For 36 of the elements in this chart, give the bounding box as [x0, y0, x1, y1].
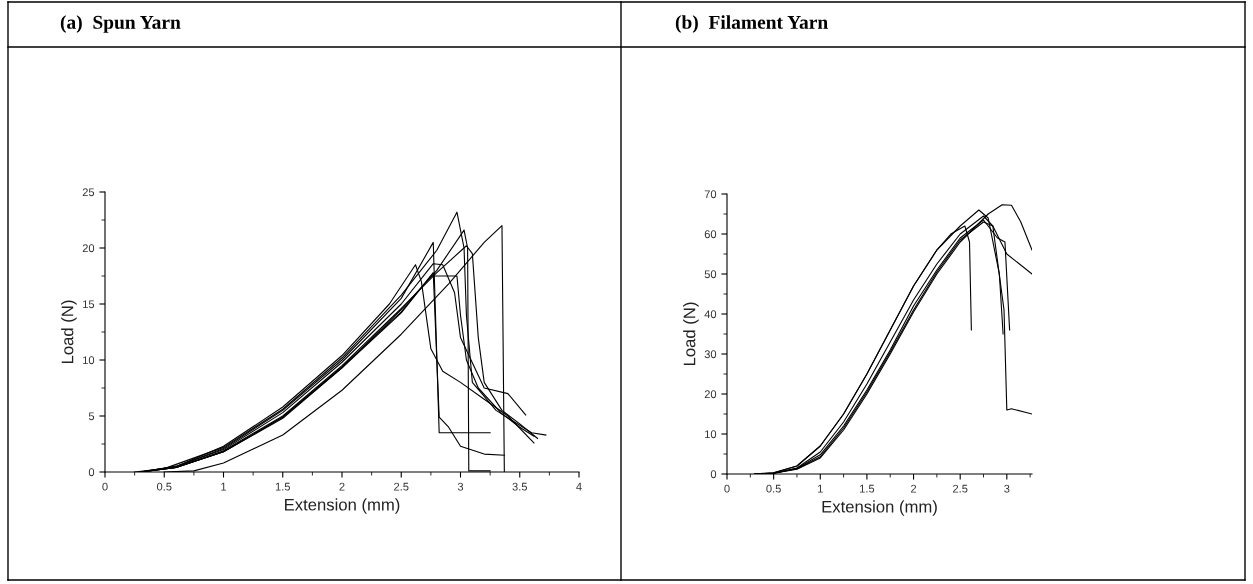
y-axis-title: Load (N): [61, 300, 77, 364]
y-tick-label: 5: [88, 412, 95, 421]
x-tick-label: 3.5: [512, 482, 528, 491]
y-tick-label: 15: [83, 300, 95, 309]
x-axis-title: Extension (mm): [822, 500, 937, 516]
x-tick-label: 3: [1004, 484, 1010, 493]
y-tick-label: 20: [82, 244, 95, 253]
x-tick-label: 2: [339, 482, 345, 491]
y-tick-label: 30: [704, 350, 717, 359]
x-tick-label: 0.5: [766, 484, 781, 493]
y-tick-label: 60: [704, 230, 717, 239]
y-tick-label: 10: [705, 430, 717, 439]
y-tick-label: 50: [704, 270, 717, 279]
x-tick-label: 2.5: [394, 482, 409, 491]
y-tick-label: 0: [710, 470, 717, 479]
x-tick-label: 1: [221, 482, 227, 491]
x-tick-label: 2: [911, 484, 917, 493]
x-tick-label: 0: [724, 484, 730, 493]
x-axis-title: Extension (mm): [285, 498, 400, 514]
x-tick-label: 4: [576, 482, 582, 491]
y-tick-label: 25: [82, 188, 95, 197]
x-tick-label: 0.5: [156, 482, 172, 491]
y-tick-label: 20: [704, 390, 717, 399]
x-tick-label: 3: [457, 482, 464, 491]
chart-title: (b) Filament Yarn: [675, 15, 828, 33]
y-tick-label: 0: [88, 468, 95, 477]
x-tick-label: 1.5: [860, 484, 875, 493]
y-tick-label: 10: [83, 356, 95, 365]
y-tick-label: 40: [704, 310, 717, 319]
x-tick-label: 1: [818, 484, 823, 493]
y-tick-label: 70: [704, 190, 717, 199]
x-tick-label: 0: [102, 482, 108, 491]
y-axis-title: Load (N): [683, 302, 699, 366]
chart-title: (a) Spun Yarn: [60, 15, 181, 33]
x-tick-label: 2.5: [953, 484, 968, 493]
x-tick-label: 1.5: [275, 482, 291, 491]
